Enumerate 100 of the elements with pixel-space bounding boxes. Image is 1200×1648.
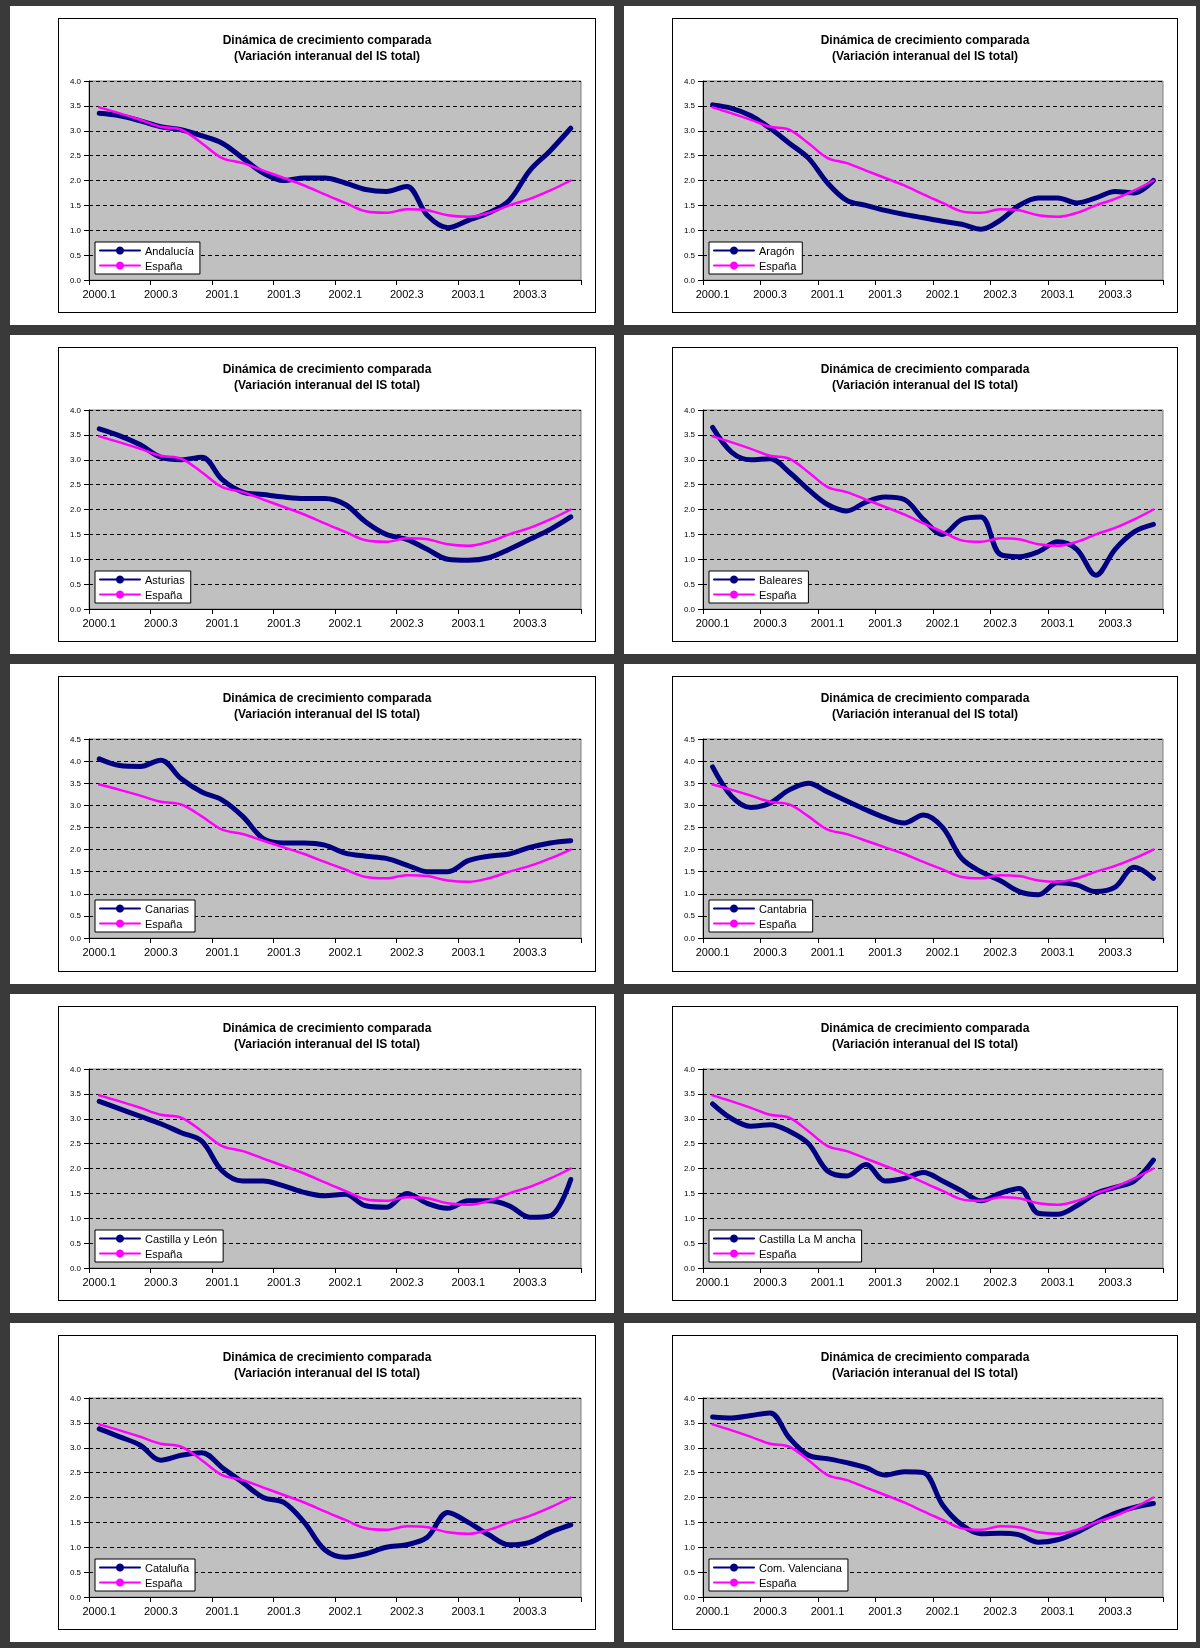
y-tick-label: 4.0 (683, 1393, 696, 1403)
y-tick-label: 4.0 (683, 405, 696, 415)
x-tick-label: 2003.1 (451, 945, 486, 958)
chart-subtitle: (Variación interanual del IS total) (831, 1036, 1019, 1051)
legend-label: España (759, 259, 798, 272)
x-tick-label: 2002.3 (983, 287, 1017, 300)
y-tick-label: 2.0 (69, 505, 82, 515)
x-tick-label: 2000.3 (753, 287, 787, 300)
chart-subtitle: (Variación interanual del IS total) (233, 707, 421, 722)
legend-label: España (145, 1576, 184, 1589)
x-tick-label: 2002.3 (983, 1604, 1017, 1617)
x-tick-label: 2002.1 (328, 616, 363, 629)
x-tick-label: 2000.3 (753, 1604, 787, 1617)
chart-subtitle: (Variación interanual del IS total) (831, 707, 1019, 722)
x-tick-label: 2003.1 (1040, 1275, 1075, 1288)
y-tick-label: 2.5 (683, 1467, 696, 1477)
x-tick-label: 2001.1 (205, 616, 240, 629)
x-tick-label: 2001.3 (868, 1604, 902, 1617)
x-tick-label: 2003.3 (512, 945, 547, 958)
x-tick-label: 2003.3 (1098, 1275, 1132, 1288)
y-tick-label: 3.5 (683, 779, 696, 789)
x-tick-label: 2000.1 (695, 287, 730, 300)
y-tick-label: 3.5 (683, 1418, 696, 1428)
y-tick-label: 1.5 (69, 1517, 82, 1527)
y-tick-label: 0.5 (683, 1238, 696, 1248)
y-tick-label: 2.0 (683, 1163, 696, 1173)
y-tick-label: 0.0 (69, 604, 82, 614)
x-tick-label: 2000.3 (753, 616, 787, 629)
x-tick-label: 2001.3 (868, 616, 902, 629)
x-tick-label: 2003.3 (512, 1604, 547, 1617)
x-tick-label: 2002.1 (925, 616, 960, 629)
y-tick-label: 1.0 (683, 1542, 696, 1552)
line-series (98, 1093, 572, 1206)
legend-label: España (145, 259, 184, 272)
chart-title: Dinámica de crecimiento comparada (820, 1349, 1030, 1364)
y-tick-label: 0.5 (69, 1238, 82, 1248)
chart-subtitle: (Variación interanual del IS total) (831, 378, 1019, 393)
legend-label: España (145, 917, 184, 930)
x-tick-label: 2001.3 (266, 287, 301, 300)
y-tick-label: 3.0 (69, 1113, 82, 1123)
y-tick-label: 0.5 (683, 1567, 696, 1577)
x-tick-label: 2001.1 (810, 945, 845, 958)
line-series (98, 435, 572, 548)
y-tick-label: 1.0 (683, 1213, 696, 1223)
chart-title: Dinámica de crecimiento comparada (222, 1349, 432, 1364)
x-tick-label: 2002.1 (925, 1275, 960, 1288)
y-tick-label: 2.0 (683, 505, 696, 515)
y-tick-label: 3.0 (69, 455, 82, 465)
y-tick-label: 2.5 (69, 823, 82, 833)
legend-label: Castilla La M ancha (759, 1232, 857, 1245)
y-tick-label: 1.0 (683, 554, 696, 564)
y-tick-label: 0.0 (683, 1592, 696, 1602)
legend-label: Cataluña (145, 1561, 190, 1574)
legend-label: Cantabria (759, 902, 808, 915)
y-tick-label: 4.0 (683, 76, 696, 86)
x-tick-label: 2001.1 (205, 287, 240, 300)
y-tick-label: 2.0 (69, 1163, 82, 1173)
y-tick-label: 4.0 (683, 757, 696, 766)
x-tick-label: 2001.3 (266, 1604, 301, 1617)
y-tick-label: 3.5 (69, 779, 82, 789)
y-tick-label: 0.0 (683, 1263, 696, 1273)
x-tick-label: 2000.1 (82, 1275, 117, 1288)
x-tick-label: 2000.1 (82, 616, 117, 629)
y-tick-label: 3.0 (683, 1443, 696, 1453)
x-tick-label: 2003.1 (1040, 287, 1075, 300)
x-tick-label: 2001.3 (868, 945, 902, 958)
x-tick-label: 2002.3 (389, 1275, 424, 1288)
y-tick-label: 3.0 (69, 1443, 82, 1453)
line-series (711, 1422, 1155, 1535)
legend-label: Andalucía (145, 244, 195, 257)
legend-label: España (145, 1247, 184, 1260)
y-tick-label: 3.5 (69, 1418, 82, 1428)
y-tick-label: 3.5 (69, 430, 82, 440)
chart-title: Dinámica de crecimiento comparada (820, 691, 1030, 706)
x-tick-label: 2003.1 (451, 1604, 486, 1617)
chart-title: Dinámica de crecimiento comparada (222, 33, 432, 47)
y-tick-label: 1.0 (69, 554, 82, 564)
x-tick-label: 2003.3 (1098, 945, 1132, 958)
y-tick-label: 1.0 (69, 225, 82, 235)
legend-label: Baleares (759, 573, 803, 586)
x-tick-label: 2000.3 (143, 1604, 178, 1617)
x-tick-label: 2002.3 (983, 616, 1017, 629)
legend-label: Com. Valenciana (759, 1561, 843, 1574)
y-tick-label: 1.0 (69, 889, 82, 899)
y-tick-label: 1.0 (69, 1542, 82, 1552)
x-tick-label: 2002.3 (389, 616, 424, 629)
x-tick-label: 2000.1 (82, 1604, 117, 1617)
x-tick-label: 2003.3 (1098, 616, 1132, 629)
legend-label: España (759, 1247, 798, 1260)
x-tick-label: 2003.1 (451, 616, 486, 629)
x-tick-label: 2002.1 (328, 287, 363, 300)
x-tick-label: 2002.3 (389, 1604, 424, 1617)
y-tick-label: 0.0 (683, 933, 696, 943)
x-tick-label: 2000.1 (82, 945, 117, 958)
y-tick-label: 1.0 (683, 889, 696, 899)
x-tick-label: 2003.1 (1040, 616, 1075, 629)
x-tick-label: 2003.3 (512, 1275, 547, 1288)
line-series (711, 435, 1155, 548)
y-tick-label: 3.5 (69, 101, 82, 111)
x-tick-label: 2002.1 (328, 1275, 363, 1288)
